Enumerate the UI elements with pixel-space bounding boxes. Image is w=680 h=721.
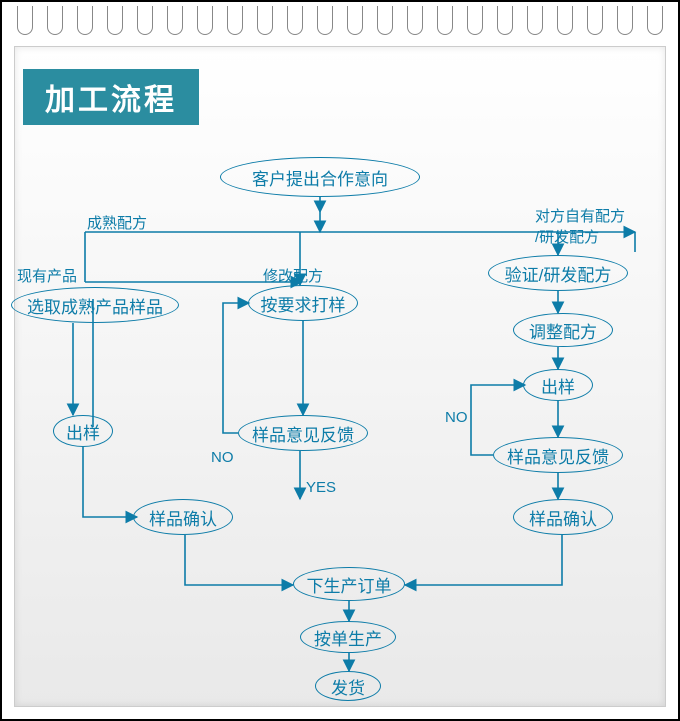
node-start: 客户提出合作意向 (220, 157, 420, 197)
node-r_adj: 调整配方 (513, 313, 613, 347)
node-ship: 发货 (315, 671, 381, 701)
node-v_conf: 样品确认 (133, 499, 233, 535)
node-r_ver: 验证/研发配方 (488, 255, 628, 291)
node-v_req: 按要求打样 (248, 285, 358, 321)
node-r_fb: 样品意见反馈 (493, 437, 623, 473)
content-area: 加工流程 客户提出合作意向选取成熟产品样品出样按要求打样样品意见反馈样品确认验证… (14, 46, 666, 707)
node-r_out: 出样 (523, 369, 593, 401)
node-v_pick: 选取成熟产品样品 (11, 287, 179, 323)
label-l_exist: 现有产品 (17, 265, 77, 286)
edge-13 (185, 535, 293, 585)
edge-20 (405, 535, 562, 585)
label-l_mature: 成熟配方 (87, 212, 147, 233)
node-r_conf: 样品确认 (513, 499, 613, 535)
page: 加工流程 客户提出合作意向选取成熟产品样品出样按要求打样样品意见反馈样品确认验证… (0, 0, 680, 721)
label-l_mod: 修改配方 (263, 265, 323, 286)
label-l_yes: YES (306, 479, 336, 496)
node-v_fb: 样品意见反馈 (238, 415, 368, 451)
edge-11 (223, 303, 249, 433)
node-prod: 按单生产 (300, 621, 396, 653)
node-v_out1: 出样 (53, 415, 113, 447)
spiral-binding (2, 6, 678, 42)
label-l_own: 对方自有配方 /研发配方 (535, 205, 625, 247)
label-l_no1: NO (211, 449, 234, 466)
label-l_no2: NO (445, 409, 468, 426)
node-order: 下生产订单 (293, 567, 405, 601)
edge-9 (83, 447, 137, 517)
